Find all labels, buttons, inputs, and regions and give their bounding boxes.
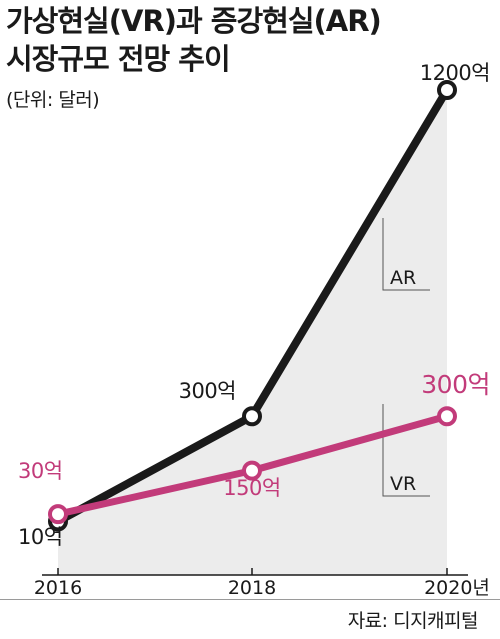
vr-series-name: VR (390, 473, 416, 495)
ar-series-name: AR (390, 267, 416, 289)
unit-label: (단위: 달러) (6, 89, 100, 111)
chart-title-line-1: 가상현실(VR)과 증강현실(AR) (6, 4, 382, 38)
ar-data-label: 1200억 (420, 61, 490, 85)
ar-point (437, 80, 457, 100)
chart-title-line-2: 시장규모 전망 추이 (6, 42, 231, 76)
ar-area-fill (58, 90, 447, 575)
vr-point (48, 504, 68, 525)
source-divider (0, 599, 500, 600)
ar-point (242, 406, 262, 427)
vr-data-label: 150억 (223, 476, 280, 500)
ar-callout-line (382, 218, 430, 291)
vr-data-label: 30억 (18, 459, 63, 483)
vr-point (437, 406, 457, 427)
x-tick-label: 2018 (228, 577, 276, 599)
vr-point (242, 460, 262, 481)
ar-data-label: 300억 (179, 379, 236, 403)
ar-data-label: 10억 (18, 525, 63, 549)
x-tick-label: 2016 (34, 577, 82, 599)
vr-data-label: 300억 (421, 370, 490, 399)
source-label: 자료: 디지캐피털 (347, 610, 479, 632)
x-tick-label: 2020년 (424, 577, 490, 599)
